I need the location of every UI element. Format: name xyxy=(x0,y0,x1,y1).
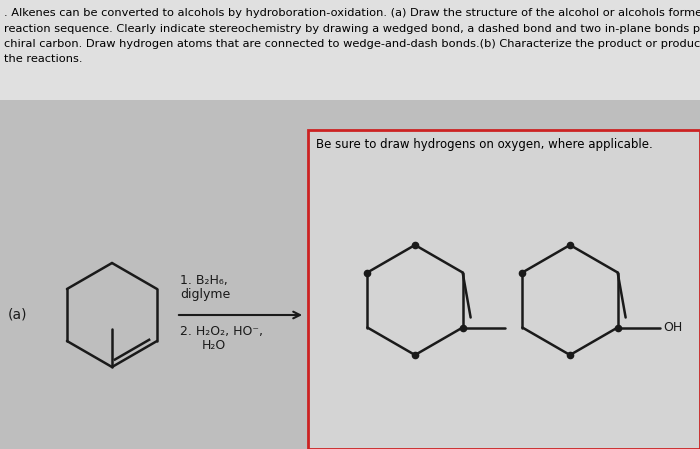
Bar xyxy=(308,130,700,449)
Text: (a): (a) xyxy=(8,308,27,322)
Text: diglyme: diglyme xyxy=(180,288,230,301)
Text: 1. B₂H₆,: 1. B₂H₆, xyxy=(180,274,228,287)
Text: Be sure to draw hydrogens on oxygen, where applicable.: Be sure to draw hydrogens on oxygen, whe… xyxy=(316,138,652,151)
Text: chiral carbon. Draw hydrogen atoms that are connected to wedge-and-dash bonds.(b: chiral carbon. Draw hydrogen atoms that … xyxy=(4,39,700,49)
Text: OH: OH xyxy=(664,321,683,334)
Text: reaction sequence. Clearly indicate stereochemistry by drawing a wedged bond, a : reaction sequence. Clearly indicate ster… xyxy=(4,23,700,34)
Bar xyxy=(0,0,700,100)
Text: . Alkenes can be converted to alcohols by hydroboration-oxidation. (a) Draw the : . Alkenes can be converted to alcohols b… xyxy=(4,8,700,18)
Text: 2. H₂O₂, HO⁻,: 2. H₂O₂, HO⁻, xyxy=(180,325,263,338)
Text: H₂O: H₂O xyxy=(202,339,226,352)
Text: the reactions.: the reactions. xyxy=(4,54,83,65)
